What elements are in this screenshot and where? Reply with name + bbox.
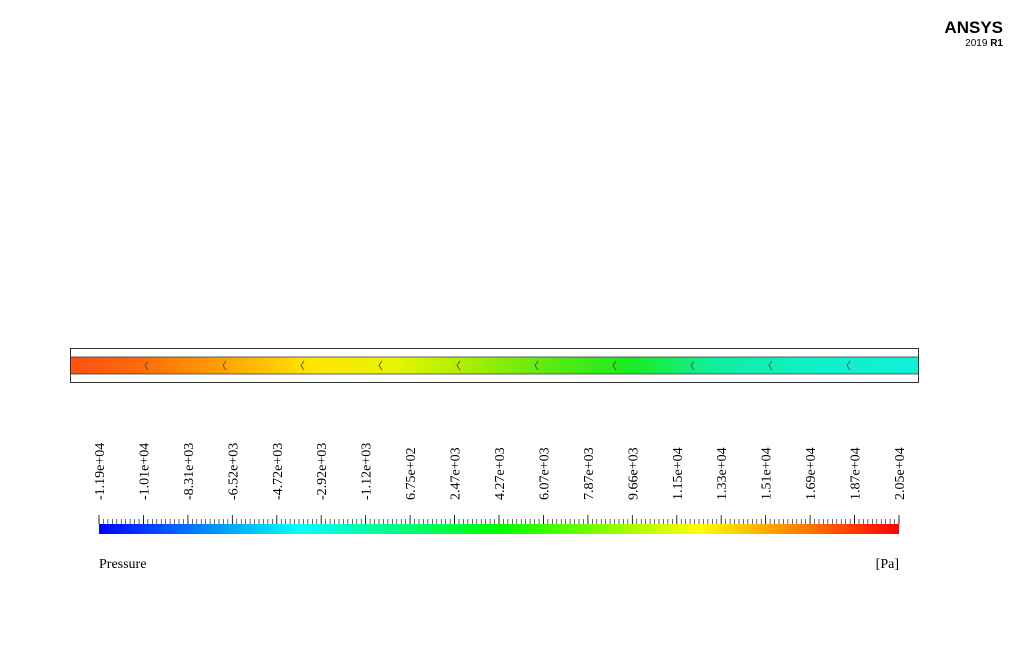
legend-tick-label: -2.92e+03 — [315, 443, 330, 500]
legend-tick-label: -1.12e+03 — [360, 443, 375, 500]
legend-tick-label: 1.51e+04 — [760, 447, 775, 500]
legend-tick-label: 4.27e+03 — [493, 447, 508, 500]
marker — [768, 360, 773, 371]
legend-tick-label: 9.66e+03 — [626, 447, 641, 500]
legend-tick-label: 2.47e+03 — [449, 447, 464, 500]
legend-tick-label: 1.69e+04 — [804, 447, 819, 500]
legend-tick-label: -4.72e+03 — [271, 443, 286, 500]
pipe-contour — [71, 357, 918, 374]
legend-tick-label: 2.05e+04 — [893, 447, 908, 500]
logo-release: R1 — [990, 38, 1003, 49]
marker — [300, 360, 305, 371]
legend-tick-label: 1.33e+04 — [715, 447, 730, 500]
legend-tick-label: -1.19e+04 — [93, 443, 108, 500]
marker — [144, 360, 149, 371]
logo-year: 2019 — [965, 38, 988, 49]
marker — [222, 360, 227, 371]
legend-tick-labels: -1.19e+04 -1.01e+04 -8.31e+03 -6.52e+03 -4.7… — [93, 443, 908, 500]
mesh-markers — [144, 360, 851, 371]
marker — [534, 360, 539, 371]
legend-tick-label: -1.01e+04 — [137, 443, 152, 500]
legend-colorbar — [99, 524, 899, 534]
legend-tick-label: -6.52e+03 — [226, 443, 241, 500]
legend-unit: [Pa] — [876, 557, 899, 572]
logo-version: 2019 R1 — [965, 38, 1003, 49]
legend-tick-label: -8.31e+03 — [182, 443, 197, 500]
legend-tick-label: 1.15e+04 — [671, 447, 686, 500]
marker — [690, 360, 695, 371]
legend-tick-label: 7.87e+03 — [582, 447, 597, 500]
legend-tick-label: 1.87e+04 — [849, 447, 864, 500]
legend-title: Pressure — [99, 557, 146, 572]
marker — [612, 360, 617, 371]
logo-brand: ANSYS — [944, 18, 1003, 37]
marker — [378, 360, 383, 371]
marker — [456, 360, 461, 371]
legend-tick-label: 6.75e+02 — [404, 447, 419, 500]
legend-minor-ticks — [98, 515, 900, 524]
marker — [846, 360, 851, 371]
legend-tick-label: 6.07e+03 — [537, 447, 552, 500]
